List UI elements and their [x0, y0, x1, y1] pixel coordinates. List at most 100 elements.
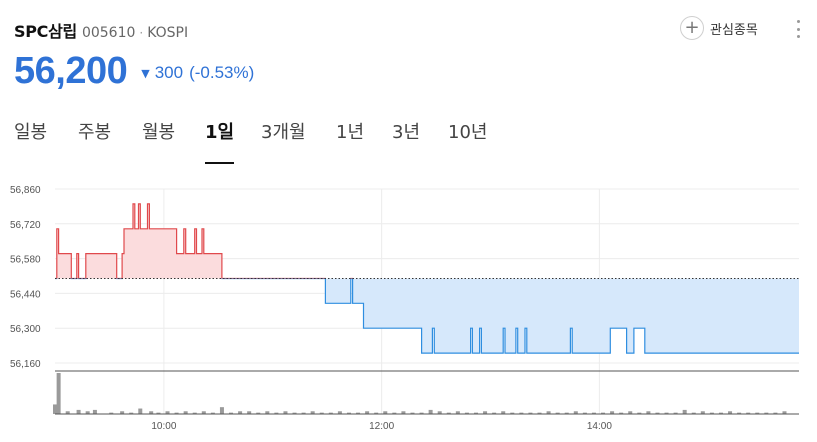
volume-bar — [174, 412, 179, 414]
volume-bar — [673, 412, 678, 414]
volume-bar — [219, 407, 224, 414]
volume-bar — [419, 412, 424, 414]
volume-bar — [519, 412, 524, 414]
tab-3year[interactable]: 3년 — [392, 122, 421, 143]
tab-10year[interactable]: 10년 — [448, 122, 488, 143]
volume-bar — [129, 412, 134, 414]
stock-market: KOSPI — [147, 25, 189, 41]
volume-bar — [610, 411, 615, 414]
volume-bar — [773, 412, 778, 414]
volume-bar — [310, 411, 315, 414]
volume-bar — [328, 412, 333, 414]
volume-bar — [510, 412, 515, 414]
separator-dot: · — [139, 26, 144, 40]
tab-weekly[interactable]: 주봉 — [78, 122, 112, 143]
volume-bar — [247, 411, 252, 414]
volume-bar — [53, 404, 57, 414]
volume-bar — [156, 412, 161, 414]
volume-bar — [410, 412, 415, 414]
volume-bar — [149, 411, 154, 414]
volume-bar — [528, 412, 533, 414]
volume-bar — [573, 411, 578, 414]
stock-header: SPC삼립 005610 · KOSPI — [14, 18, 188, 42]
volume-bar — [700, 411, 705, 414]
price-change-percent: (-0.53%) — [189, 63, 255, 82]
volume-bar — [92, 409, 97, 414]
volume-bar — [292, 412, 297, 414]
volume-bar — [501, 411, 506, 414]
volume-bar — [582, 412, 587, 414]
x-tick-label: 12:00 — [369, 421, 394, 432]
y-tick-label: 56,860 — [10, 185, 41, 196]
add-watchlist-button[interactable]: + 관심종목 — [680, 16, 758, 40]
y-tick-label: 56,580 — [10, 255, 41, 266]
volume-bar — [655, 412, 660, 414]
volume-bar — [183, 411, 188, 414]
price-line-up — [55, 203, 354, 279]
volume-bar — [682, 409, 687, 414]
tab-daily[interactable]: 일봉 — [14, 122, 48, 143]
watchlist-label: 관심종목 — [710, 22, 758, 38]
volume-bar — [283, 411, 288, 414]
tab-monthly[interactable]: 월봉 — [142, 122, 176, 143]
volume-bar — [564, 412, 569, 414]
volume-bar — [746, 412, 751, 414]
volume-bar — [165, 411, 170, 414]
volume-bar — [637, 412, 642, 414]
up-area — [56, 203, 222, 279]
volume-bar — [537, 412, 542, 414]
volume-bar — [265, 411, 270, 414]
volume-bar — [764, 412, 769, 414]
stock-name: SPC삼립 — [14, 22, 77, 41]
volume-bar — [628, 411, 633, 414]
volume-bar — [473, 412, 478, 414]
down-area — [55, 278, 799, 354]
x-tick-label: 10:00 — [151, 421, 176, 432]
volume-bar — [428, 409, 433, 414]
volume-bar — [120, 411, 125, 414]
volume-bar — [192, 412, 197, 414]
volume-bar — [709, 412, 714, 414]
tab-1year[interactable]: 1년 — [336, 122, 365, 143]
stock-code: 005610 — [81, 25, 136, 41]
volume-bar — [76, 409, 81, 414]
volume-bar — [319, 412, 324, 414]
volume-bar — [229, 412, 234, 414]
volume-bar — [365, 411, 370, 414]
volume-bar — [346, 412, 351, 414]
volume-bar — [392, 412, 397, 414]
volume-bar — [85, 411, 90, 414]
volume-bar — [446, 412, 451, 414]
y-tick-label: 56,440 — [10, 289, 41, 300]
volume-bar — [401, 411, 406, 414]
volume-bar — [56, 373, 61, 414]
y-tick-label: 56,300 — [10, 324, 41, 335]
volume-bar — [755, 412, 760, 414]
volume-bar — [274, 412, 279, 414]
current-price: 56,200 — [14, 50, 128, 92]
y-tick-label: 56,160 — [10, 359, 41, 370]
volume-bar — [383, 411, 388, 414]
volume-bar — [201, 411, 206, 414]
volume-bar — [591, 412, 596, 414]
plus-icon: + — [680, 16, 704, 40]
volume-bar — [238, 411, 243, 414]
volume-bar — [301, 412, 306, 414]
price-change: 300 — [154, 63, 184, 82]
volume-bar — [664, 412, 669, 414]
volume-bar — [546, 411, 551, 414]
volume-bar — [464, 412, 469, 414]
intraday-price-chart[interactable]: 56,860 56,720 56,580 56,440 56,300 56,160 10:0… — [0, 170, 817, 442]
volume-bar — [256, 412, 261, 414]
y-tick-label: 56,720 — [10, 220, 41, 231]
volume-bar — [492, 412, 497, 414]
tab-1day[interactable]: 1일 — [205, 118, 235, 164]
volume-bar — [718, 412, 723, 414]
volume-bar — [109, 412, 114, 414]
more-menu-icon[interactable] — [791, 18, 805, 40]
volume-bar — [619, 412, 624, 414]
volume-bar — [555, 412, 560, 414]
tab-3month[interactable]: 3개월 — [261, 122, 306, 143]
volume-bar — [138, 408, 143, 414]
volume-bar — [455, 411, 460, 414]
